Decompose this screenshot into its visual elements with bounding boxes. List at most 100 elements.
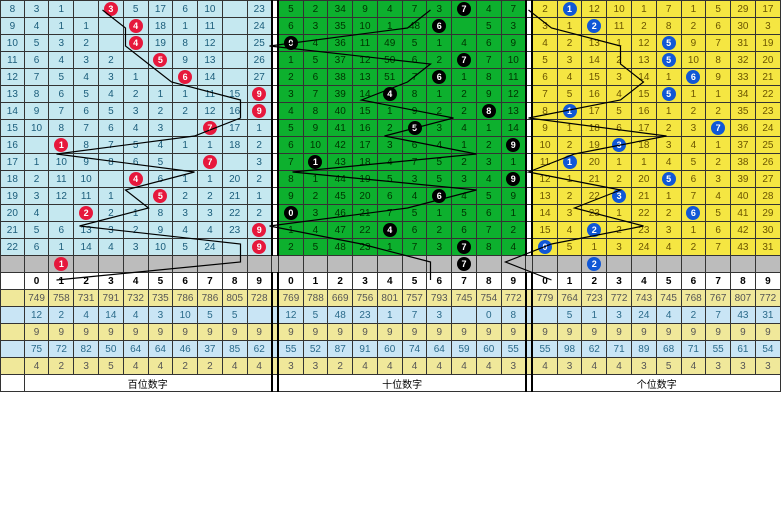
- stat-cell: 9: [353, 324, 378, 341]
- stat-cell: 3: [731, 358, 756, 375]
- cell: [631, 256, 656, 273]
- stat-cell: 7: [402, 307, 427, 324]
- cell: 3: [98, 69, 123, 86]
- cell: 12: [49, 188, 74, 205]
- cell: [222, 69, 247, 86]
- stat-cell: 9: [377, 324, 402, 341]
- cell: 1: [247, 120, 272, 137]
- cell: 5: [173, 239, 198, 256]
- stat-cell: 50: [98, 341, 123, 358]
- cell: 6: [681, 69, 706, 86]
- cell: [173, 256, 198, 273]
- section-label: 个位数字: [532, 375, 780, 392]
- cell: 2: [24, 171, 49, 188]
- cell: 9: [173, 52, 198, 69]
- cell: 4: [303, 35, 328, 52]
- cell: 1: [706, 137, 731, 154]
- cell: 6: [452, 222, 477, 239]
- cell: 6: [98, 120, 123, 137]
- cell: 2: [582, 222, 607, 239]
- cell: [353, 256, 378, 273]
- cell: 3: [402, 171, 427, 188]
- stat-cell: 779: [532, 290, 557, 307]
- stat-cell: 60: [476, 341, 501, 358]
- cell: 40: [731, 188, 756, 205]
- cell: 6: [427, 188, 452, 205]
- cell: 1: [49, 18, 74, 35]
- hit-ball: 1: [308, 155, 322, 169]
- cell: 11: [353, 35, 378, 52]
- stat-cell: 9: [222, 324, 247, 341]
- cell: [402, 256, 427, 273]
- stat-cell: 5: [198, 307, 223, 324]
- cell: 31: [755, 239, 780, 256]
- cell: 2: [427, 222, 452, 239]
- cell: 9: [501, 35, 526, 52]
- row-index: 19: [1, 188, 25, 205]
- cell: 21: [755, 69, 780, 86]
- cell: 9: [148, 222, 173, 239]
- stat-cell: 772: [607, 290, 632, 307]
- stat-cell: 9: [755, 324, 780, 341]
- cell: 24: [198, 239, 223, 256]
- stat-cell: 48: [328, 307, 353, 324]
- stat-cell: 9: [452, 324, 477, 341]
- cell: 11: [74, 188, 99, 205]
- stat-cell: 9: [74, 324, 99, 341]
- cell: 7: [706, 120, 731, 137]
- cell: 3: [74, 52, 99, 69]
- cell: 7: [74, 120, 99, 137]
- stat-cell: 98: [557, 341, 582, 358]
- cell: 11: [532, 154, 557, 171]
- cell: 5: [476, 18, 501, 35]
- cell: 28: [755, 188, 780, 205]
- cell: 3: [377, 137, 402, 154]
- stat-cell: 757: [402, 290, 427, 307]
- cell: 6: [706, 18, 731, 35]
- hit-ball: 9: [252, 87, 266, 101]
- cell: 24: [755, 120, 780, 137]
- stat-cell: 9: [501, 324, 526, 341]
- cell: 8: [278, 171, 303, 188]
- stat-cell: 805: [222, 290, 247, 307]
- cell: 11: [198, 18, 223, 35]
- stat-cell: 23: [353, 307, 378, 324]
- stat-cell: 82: [74, 341, 99, 358]
- stat-cell: 4: [681, 358, 706, 375]
- stat-cell: 5: [557, 307, 582, 324]
- stat-cell: 793: [427, 290, 452, 307]
- cell: 20: [353, 188, 378, 205]
- cell: 3: [656, 222, 681, 239]
- stat-cell: 772: [755, 290, 780, 307]
- stat-cell: [452, 307, 477, 324]
- cell: 3: [198, 205, 223, 222]
- stat-cell: 71: [607, 341, 632, 358]
- cell: 1: [49, 239, 74, 256]
- stat-cell: 1: [377, 307, 402, 324]
- cell: 7: [98, 137, 123, 154]
- header-digit: 3: [607, 273, 632, 290]
- cell: 3: [607, 137, 632, 154]
- stat-cell: 37: [198, 341, 223, 358]
- cell: 14: [631, 69, 656, 86]
- stat-cell: 749: [24, 290, 49, 307]
- cell: 13: [198, 52, 223, 69]
- cell: 9: [501, 188, 526, 205]
- cell: 4: [656, 154, 681, 171]
- cell: 10: [49, 154, 74, 171]
- cell: 7: [706, 239, 731, 256]
- cell: [98, 18, 123, 35]
- cell: 15: [353, 103, 378, 120]
- cell: 1: [49, 137, 74, 154]
- cell: [98, 171, 123, 188]
- hit-ball: 7: [457, 2, 471, 16]
- stat-cell: 3: [706, 358, 731, 375]
- stat-cell: 4: [123, 358, 148, 375]
- stat-cell: 89: [631, 341, 656, 358]
- cell: 5: [74, 86, 99, 103]
- stat-cell: 3: [501, 358, 526, 375]
- cell: 6: [706, 222, 731, 239]
- cell: 3: [98, 1, 123, 18]
- cell: 14: [198, 69, 223, 86]
- cell: [24, 137, 49, 154]
